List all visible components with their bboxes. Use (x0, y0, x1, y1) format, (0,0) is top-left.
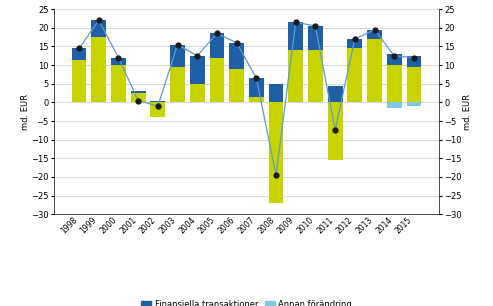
Bar (71, 48, 86, 59)
Bar (348, 48, 362, 103)
Bar (150, 103, 165, 117)
Bar (367, 39, 382, 103)
Bar (407, 56, 422, 67)
Bar (269, 84, 283, 103)
Bar (111, 58, 126, 65)
Bar (328, 103, 343, 160)
Bar (249, 97, 264, 103)
Bar (348, 39, 362, 48)
Bar (150, 100, 165, 103)
Bar (131, 93, 145, 103)
Bar (210, 33, 224, 58)
Bar (288, 50, 303, 103)
Bar (229, 43, 244, 69)
Bar (288, 22, 303, 50)
Bar (210, 58, 224, 103)
Bar (387, 65, 402, 103)
Y-axis label: md. EUR: md. EUR (21, 94, 30, 130)
Bar (328, 86, 343, 103)
Bar (229, 69, 244, 103)
Bar (190, 56, 205, 84)
Bar (131, 91, 145, 93)
Bar (190, 84, 205, 103)
Bar (308, 50, 323, 103)
Bar (407, 103, 422, 106)
Bar (249, 78, 264, 97)
Bar (71, 59, 86, 103)
Bar (91, 37, 106, 103)
Bar (111, 65, 126, 103)
Bar (269, 103, 283, 203)
Bar (170, 67, 185, 103)
Bar (308, 26, 323, 50)
Bar (387, 103, 402, 108)
Y-axis label: md. EUR: md. EUR (463, 94, 472, 130)
Legend: Finansiella transaktioner, Kapitalvinst / -förlust, Annan förändring, Totalförän: Finansiella transaktioner, Kapitalvinst … (138, 296, 355, 306)
Bar (91, 21, 106, 37)
Bar (387, 54, 402, 65)
Bar (407, 67, 422, 103)
Bar (367, 30, 382, 39)
Bar (170, 45, 185, 67)
